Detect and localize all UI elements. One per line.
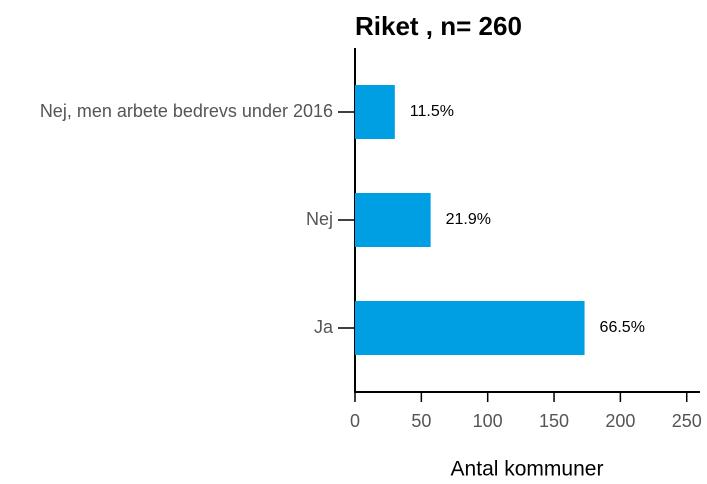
x-tick-label: 0 [350,411,360,431]
x-tick-label: 150 [539,411,569,431]
y-tick-label: Ja [314,317,334,337]
x-tick-label: 200 [605,411,635,431]
x-axis-label: Antal kommuner [451,458,604,481]
y-tick-label: Nej [306,209,333,229]
data-label: 66.5% [600,319,645,336]
bar [355,301,585,355]
x-tick-label: 250 [672,411,702,431]
bar [355,193,431,247]
data-label: 11.5% [410,103,454,120]
bar [355,85,395,139]
x-tick-label: 100 [473,411,503,431]
x-tick-label: 50 [411,411,431,431]
chart-title: Riket , n= 260 [355,11,522,41]
data-label: 21.9% [446,211,491,228]
y-tick-label: Nej, men arbete bedrevs under 2016 [40,101,333,121]
